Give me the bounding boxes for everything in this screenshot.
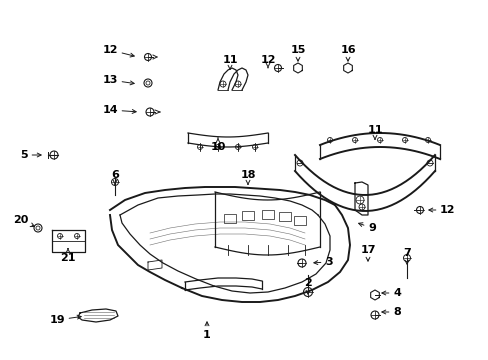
Text: 8: 8 <box>381 307 400 317</box>
Text: 12: 12 <box>260 55 275 68</box>
Bar <box>293 216 305 225</box>
Text: 12: 12 <box>102 45 134 57</box>
Text: 2: 2 <box>304 278 311 294</box>
Bar <box>224 214 236 223</box>
Text: 3: 3 <box>313 257 332 267</box>
Text: 11: 11 <box>366 125 382 139</box>
Text: 19: 19 <box>49 315 81 325</box>
Text: 9: 9 <box>358 223 375 233</box>
Bar <box>279 212 290 221</box>
Text: 11: 11 <box>222 55 237 69</box>
Text: 4: 4 <box>381 288 400 298</box>
Text: 13: 13 <box>102 75 134 85</box>
Text: 6: 6 <box>111 170 119 184</box>
Polygon shape <box>78 309 118 322</box>
Text: 20: 20 <box>13 215 35 226</box>
Text: 7: 7 <box>402 248 410 264</box>
Text: 16: 16 <box>340 45 355 61</box>
Text: 10: 10 <box>210 138 225 152</box>
Text: 15: 15 <box>290 45 305 61</box>
Bar <box>262 210 273 219</box>
Text: 1: 1 <box>203 322 210 340</box>
Text: 17: 17 <box>360 245 375 261</box>
Bar <box>242 211 253 220</box>
Text: 21: 21 <box>60 249 76 263</box>
Text: 5: 5 <box>20 150 41 160</box>
Text: 14: 14 <box>102 105 136 115</box>
Text: 12: 12 <box>428 205 454 215</box>
Text: 18: 18 <box>240 170 255 184</box>
